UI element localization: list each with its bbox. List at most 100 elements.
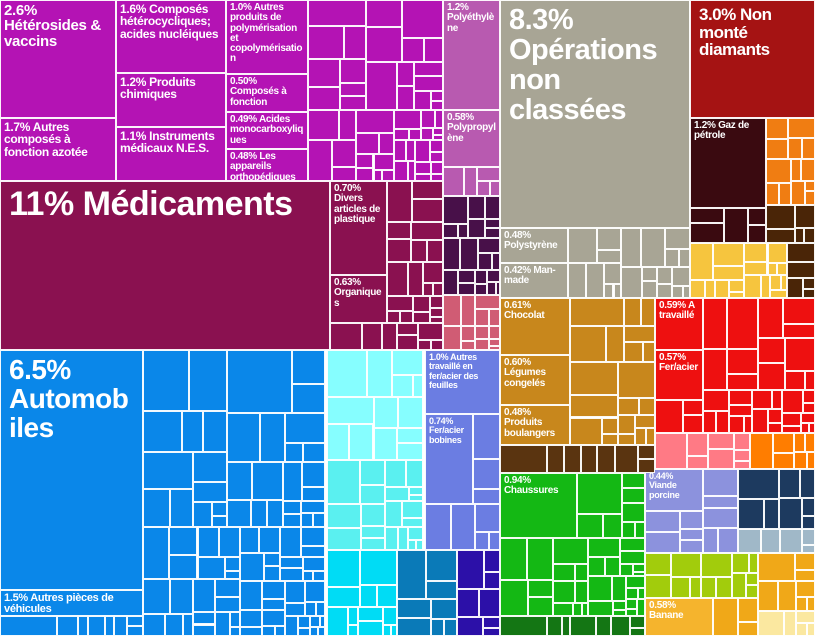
tile-green-grid[interactable] [528, 596, 554, 616]
tile-gold-right[interactable] [570, 394, 618, 418]
tile-blue-cascade[interactable] [226, 412, 260, 463]
tile-magenta-cascade[interactable] [431, 101, 443, 110]
tile-wine-cascade-a[interactable] [411, 181, 443, 199]
tile-orchid-small[interactable] [477, 167, 500, 181]
tile-teal-blocks[interactable] [397, 617, 431, 636]
tile-magenta-cascade[interactable] [343, 26, 367, 60]
tile-orange-blocks[interactable] [766, 159, 791, 183]
tile-yellow-band[interactable] [761, 275, 771, 298]
tile-gold-right[interactable] [634, 414, 655, 429]
tile-autres-produits-polymerisation[interactable]: 1.0% Autres produits de polymérisation e… [226, 0, 308, 74]
tile-gold-right[interactable] [643, 342, 655, 363]
tile-brown-blocks[interactable] [766, 205, 796, 230]
tile-green-grid[interactable] [625, 576, 645, 588]
tile-brown-blocks[interactable] [795, 228, 804, 243]
tile-gray-small[interactable] [657, 284, 672, 298]
tile-blue-cascade[interactable] [262, 599, 285, 610]
tile-wine-cascade-b[interactable] [397, 323, 419, 335]
tile-yellow-band[interactable] [715, 280, 729, 298]
tile-magenta-cascade[interactable] [356, 167, 374, 181]
tile-green-grid[interactable] [637, 587, 645, 600]
tile-yellow-band[interactable] [704, 280, 716, 298]
tile-green-grid[interactable] [575, 580, 588, 603]
tile-red-cascade[interactable] [782, 298, 815, 324]
tile-blue-bottom[interactable] [113, 616, 127, 636]
tile-dark-purple-blocks[interactable] [487, 270, 500, 283]
tile-brown-band2[interactable] [787, 243, 815, 263]
tile-orange-blocks[interactable] [790, 159, 802, 182]
tile-blue-cascade[interactable] [284, 580, 305, 604]
tile-green-grid[interactable] [500, 538, 528, 581]
tile-gold-right[interactable] [634, 428, 647, 445]
tile-gray-small[interactable] [568, 263, 587, 298]
tile-cyan-mid[interactable] [361, 525, 385, 539]
tile-maroon-small[interactable] [748, 208, 766, 226]
tile-yellow-band[interactable] [728, 292, 744, 298]
tile-yellowgreen-blocks[interactable] [700, 553, 733, 578]
tile-gold-right[interactable] [601, 417, 618, 435]
tile-peri2-col[interactable] [703, 469, 738, 496]
tile-magenta-cascade[interactable] [402, 37, 425, 62]
tile-maroon-small[interactable] [748, 225, 766, 243]
tile-magenta-cascade[interactable] [332, 139, 357, 168]
tile-yellowgreen-blocks[interactable] [645, 574, 671, 598]
tile-brown-blocks[interactable] [766, 229, 796, 243]
tile-cyan-bright[interactable] [347, 606, 359, 625]
tile-peri-col[interactable] [473, 488, 500, 504]
tile-cyan-light[interactable] [397, 397, 423, 428]
tile-wine-cascade-a[interactable] [412, 311, 431, 323]
tile-gold-blocks[interactable] [795, 553, 815, 571]
tile-produits-chimiques[interactable]: 1.2% Produits chimiques [116, 73, 226, 127]
tile-cyan-mid[interactable] [327, 460, 360, 504]
tile-dark-purple-blocks[interactable] [474, 284, 488, 295]
tile-wine-cascade-a[interactable] [408, 261, 424, 297]
tile-cyan-mid[interactable] [398, 527, 408, 550]
tile-gaz-de-petrole[interactable]: 1.2% Gaz de pétrole [690, 118, 766, 208]
tile-blue-cascade[interactable] [193, 624, 216, 636]
tile-red-small[interactable] [683, 400, 703, 415]
tile-blue-cascade[interactable] [193, 501, 213, 527]
tile-yellow-band[interactable] [743, 275, 762, 298]
tile-blue-cascade[interactable] [143, 410, 182, 453]
tile-red-cascade[interactable] [767, 422, 783, 433]
tile-magenta-cascade[interactable] [414, 61, 443, 77]
tile-green-grid[interactable] [625, 599, 637, 609]
tile-teal-blocks[interactable] [425, 581, 457, 599]
tile-dark-purple-blocks[interactable] [467, 196, 485, 220]
tile-steelgray-blocks[interactable] [779, 529, 803, 553]
tile-magenta-cascade[interactable] [431, 90, 443, 102]
tile-cyan-mid[interactable] [361, 503, 385, 526]
tile-cyan-light[interactable] [412, 374, 423, 398]
tile-operations-non-classees[interactable]: 8.3% Opérations non classées [500, 0, 690, 228]
tile-magenta-cascade[interactable] [415, 161, 432, 174]
tile-rose-blocks[interactable] [474, 295, 500, 309]
tile-dark-purple-blocks[interactable] [457, 282, 475, 295]
tile-maroon-small[interactable] [690, 223, 724, 243]
tile-cyan-light[interactable] [397, 427, 423, 444]
tile-heterosides-vaccins[interactable]: 2.6% Hétérosides & vaccins [0, 0, 116, 118]
tile-brown-band2[interactable] [803, 278, 815, 290]
tile-blue-cascade[interactable] [317, 626, 325, 636]
tile-red-cascade[interactable] [809, 422, 815, 433]
tile-blue-cascade[interactable] [251, 462, 284, 501]
tile-rose-blocks[interactable] [489, 338, 500, 346]
tile-blue-cascade[interactable] [309, 626, 318, 636]
tile-magenta-cascade[interactable] [431, 161, 443, 175]
tile-orange-blocks[interactable] [778, 182, 791, 205]
tile-a-travaille[interactable]: 0.59% A travaillé [655, 298, 703, 350]
tile-magenta-cascade[interactable] [414, 76, 443, 91]
tile-blue-cascade[interactable] [264, 566, 281, 581]
tile-blue-cascade[interactable] [218, 526, 240, 557]
tile-brown-blocks[interactable] [803, 228, 815, 243]
tile-blue-cascade[interactable] [280, 526, 301, 558]
tile-gold-right[interactable] [641, 298, 655, 327]
tile-cyan-mid[interactable] [401, 500, 423, 518]
tile-green-dark[interactable] [500, 616, 548, 636]
tile-blue-cascade[interactable] [143, 614, 166, 636]
tile-peri-bottom[interactable] [450, 504, 476, 550]
tile-gray-small[interactable] [657, 267, 672, 285]
tile-magenta-cascade[interactable] [366, 61, 398, 110]
tile-blue-cascade[interactable] [264, 552, 281, 567]
tile-teal-blocks[interactable] [397, 550, 426, 599]
tile-red-cascade[interactable] [782, 412, 802, 427]
